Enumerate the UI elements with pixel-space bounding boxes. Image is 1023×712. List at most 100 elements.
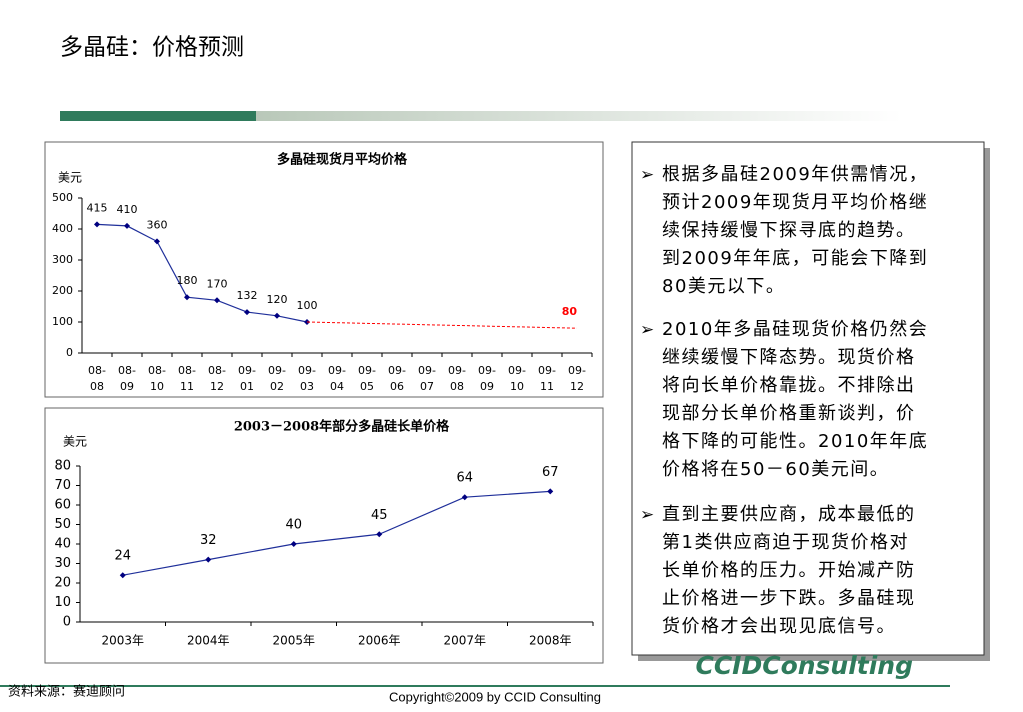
x-tick-label: 12 xyxy=(570,380,584,393)
data-point xyxy=(274,312,280,319)
x-tick-label: 11 xyxy=(180,380,194,393)
x-tick-label: 05 xyxy=(360,380,374,393)
text-box xyxy=(631,141,985,656)
x-tick-label: 09- xyxy=(418,364,436,377)
x-tick-label: 09 xyxy=(120,380,134,393)
x-tick-label: 2006年 xyxy=(358,634,401,648)
data-label: 100 xyxy=(297,299,318,312)
axis-unit: 美元 xyxy=(58,171,82,185)
x-tick-label: 09 xyxy=(480,380,494,393)
bullet-marker: ➢ xyxy=(640,505,654,525)
y-tick-label: 60 xyxy=(54,498,71,513)
y-tick-label: 100 xyxy=(52,315,73,328)
x-tick-label: 08 xyxy=(90,380,104,393)
bullet-line: 长单价格的压力。开始减产防 xyxy=(662,560,916,581)
x-tick-label: 08- xyxy=(148,364,166,377)
y-tick-label: 400 xyxy=(52,222,73,235)
x-tick-label: 08- xyxy=(88,364,106,377)
x-tick-label: 10 xyxy=(150,380,164,393)
title-bar xyxy=(60,111,256,121)
bullet-line: 2010年多晶硅现货价格仍然会 xyxy=(662,319,928,340)
data-point xyxy=(94,221,100,228)
data-point xyxy=(124,222,130,229)
data-label: 410 xyxy=(117,203,138,216)
y-tick-label: 10 xyxy=(54,595,71,610)
y-tick-label: 30 xyxy=(54,556,71,571)
y-tick-label: 0 xyxy=(66,346,73,359)
data-point xyxy=(547,488,554,495)
axis-unit: 美元 xyxy=(63,435,87,449)
bullet-line: 止价格进一步下跌。多晶硅现 xyxy=(662,588,916,609)
x-tick-label: 06 xyxy=(390,380,404,393)
data-label: 32 xyxy=(200,533,217,548)
data-point xyxy=(290,541,297,547)
data-label: 40 xyxy=(285,518,302,533)
source: 资料来源：赛迪顾问 xyxy=(8,684,125,700)
x-tick-label: 09- xyxy=(268,364,286,377)
chart-title: 多晶硅现货月平均价格 xyxy=(277,152,408,168)
x-tick-label: 09- xyxy=(538,364,556,377)
bullet-line: 货价格才会出现见底信号。 xyxy=(662,616,896,637)
data-point xyxy=(205,556,212,563)
bullet-marker: ➢ xyxy=(640,320,654,340)
x-tick-label: 2005年 xyxy=(272,634,315,648)
bullet-line: 80美元以下。 xyxy=(662,276,785,297)
series-line xyxy=(306,321,578,329)
y-tick-label: 300 xyxy=(52,253,73,266)
y-tick-label: 20 xyxy=(54,576,71,591)
x-tick-label: 08- xyxy=(178,364,196,377)
data-label: 64 xyxy=(456,471,473,486)
x-tick-label: 2003年 xyxy=(101,634,144,648)
bullet-line: 直到主要供应商，成本最低的 xyxy=(662,504,916,525)
x-tick-label: 09- xyxy=(508,364,526,377)
bullet-marker: ➢ xyxy=(640,165,654,185)
x-tick-label: 02 xyxy=(270,380,284,393)
data-label: 67 xyxy=(542,465,559,480)
title-bar-fade xyxy=(256,111,902,121)
x-tick-label: 2008年 xyxy=(529,634,572,648)
x-tick-label: 09- xyxy=(358,364,376,377)
logo: CCIDConsulting xyxy=(695,651,913,680)
bullet-line: 将向长单价格靠拢。不排除出 xyxy=(662,375,916,396)
x-tick-label: 09- xyxy=(448,364,466,377)
x-tick-label: 08- xyxy=(118,364,136,377)
bullet-line: 现部分长单价格重新谈判，价 xyxy=(662,403,916,424)
y-tick-label: 0 xyxy=(63,615,71,630)
y-tick-label: 500 xyxy=(52,191,73,204)
data-label: 120 xyxy=(267,293,288,306)
bullet-line: 预计2009年现货月平均价格继 xyxy=(662,192,928,213)
chart-frame xyxy=(44,407,604,664)
data-label: 360 xyxy=(147,218,168,231)
chart-title: 2003－2008年部分多晶硅长单价格 xyxy=(234,419,450,435)
x-tick-label: 08 xyxy=(450,380,464,393)
data-point xyxy=(184,294,190,301)
x-tick-label: 2004年 xyxy=(187,634,230,648)
x-tick-label: 10 xyxy=(510,380,524,393)
data-label: 180 xyxy=(177,274,198,287)
x-tick-label: 04 xyxy=(330,380,344,393)
bullet-line: 第1类供应商迫于现货价格对 xyxy=(662,532,909,553)
data-point xyxy=(376,531,383,538)
data-point xyxy=(214,297,220,304)
y-tick-label: 80 xyxy=(54,459,71,474)
y-tick-label: 50 xyxy=(54,517,71,532)
x-tick-label: 03 xyxy=(300,380,314,393)
data-label: 415 xyxy=(87,201,108,214)
x-tick-label: 09- xyxy=(478,364,496,377)
data-label: 24 xyxy=(114,549,131,564)
data-point xyxy=(154,238,160,245)
y-tick-label: 200 xyxy=(52,284,73,297)
x-tick-label: 11 xyxy=(540,380,554,393)
data-point xyxy=(244,309,250,316)
bullet-line: 根据多晶硅2009年供需情况， xyxy=(662,164,928,185)
data-point xyxy=(461,494,468,501)
bullet-line: 继续缓慢下降态势。现货价格 xyxy=(662,347,916,368)
x-tick-label: 12 xyxy=(210,380,224,393)
x-tick-label: 09- xyxy=(238,364,256,377)
data-point xyxy=(119,572,126,579)
x-tick-label: 09- xyxy=(388,364,406,377)
series-line xyxy=(122,490,551,576)
copyright: Copyright©2009 by CCID Consulting xyxy=(389,689,601,704)
